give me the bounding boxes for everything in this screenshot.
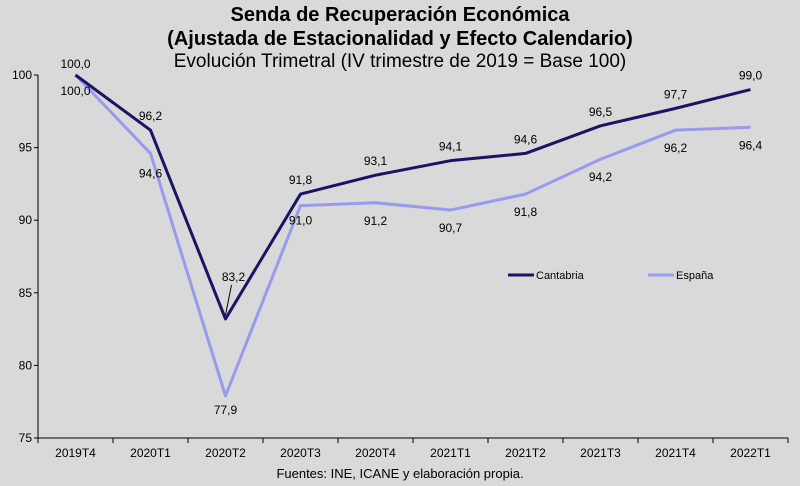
legend-item-cantabria-label: Cantabria [536,270,585,282]
chart-subtitle: (Ajustada de Estacionalidad y Efecto Cal… [167,28,633,50]
y-tick-label: 95 [19,141,33,155]
axes: 75 80 85 90 95 100 2019T4 2020T1 2020T2 2020T3 202… [12,68,789,460]
x-tick-label: 2020T3 [280,446,321,460]
data-label-cantabria: 96,2 [139,109,163,123]
x-tick-label: 2021T2 [505,446,546,460]
x-tick-label: 2022T1 [730,446,771,460]
y-tick-label: 85 [19,286,33,300]
data-label-espana: 91,0 [289,214,313,228]
series-line-cantabria [74,73,751,321]
data-label-cantabria: 94,6 [514,132,538,146]
data-label-leader-line [225,284,232,316]
data-label-cantabria: 83,2 [222,270,246,284]
series-line-espana [74,73,751,398]
chart-title: Senda de Recuperación Económica [230,4,570,26]
chart-subtitle-2: Evolución Trimetral (IV trimestre de 201… [173,51,627,72]
data-label-espana: 90,7 [439,221,463,235]
data-label-espana: 96,2 [664,141,688,155]
data-label-cantabria: 93,1 [364,154,388,168]
x-tick-label: 2021T1 [430,446,471,460]
data-label-espana: 77,9 [214,403,238,417]
series-lines [74,73,751,398]
data-label-espana: 94,2 [589,170,613,184]
data-label-cantabria: 91,8 [289,173,313,187]
x-tick-label: 2020T2 [205,446,246,460]
legend-item-espana-label: España [676,270,714,282]
y-tick-label: 80 [19,358,33,372]
y-tick-label: 75 [19,431,33,445]
data-label-cantabria: 97,7 [664,87,688,101]
data-label-cantabria: 100,0 [60,57,90,71]
source-note: Fuentes: INE, ICANE y elaboración propia… [276,466,524,481]
y-tick-label: 100 [12,68,32,82]
legend: Cantabria España [508,270,714,282]
data-label-espana: 91,8 [514,205,538,219]
data-label-cantabria: 96,5 [589,105,613,119]
x-tick-label: 2021T3 [580,446,621,460]
data-labels: 100,0 96,2 83,2 91,8 93,1 94,1 94,6 96,5 97,7 99,… [60,57,762,417]
x-tick-label: 2020T1 [130,446,171,460]
data-label-espana: 96,4 [739,138,763,152]
data-label-cantabria: 99,0 [739,69,763,83]
data-label-espana: 100,0 [60,84,90,98]
data-label-espana: 91,2 [364,214,388,228]
x-tick-label: 2021T4 [655,446,696,460]
data-label-espana: 94,6 [139,166,163,180]
data-label-cantabria: 94,1 [439,140,463,154]
y-tick-label: 90 [19,213,33,227]
x-tick-label: 2020T4 [355,446,396,460]
x-tick-label: 2019T4 [55,446,96,460]
